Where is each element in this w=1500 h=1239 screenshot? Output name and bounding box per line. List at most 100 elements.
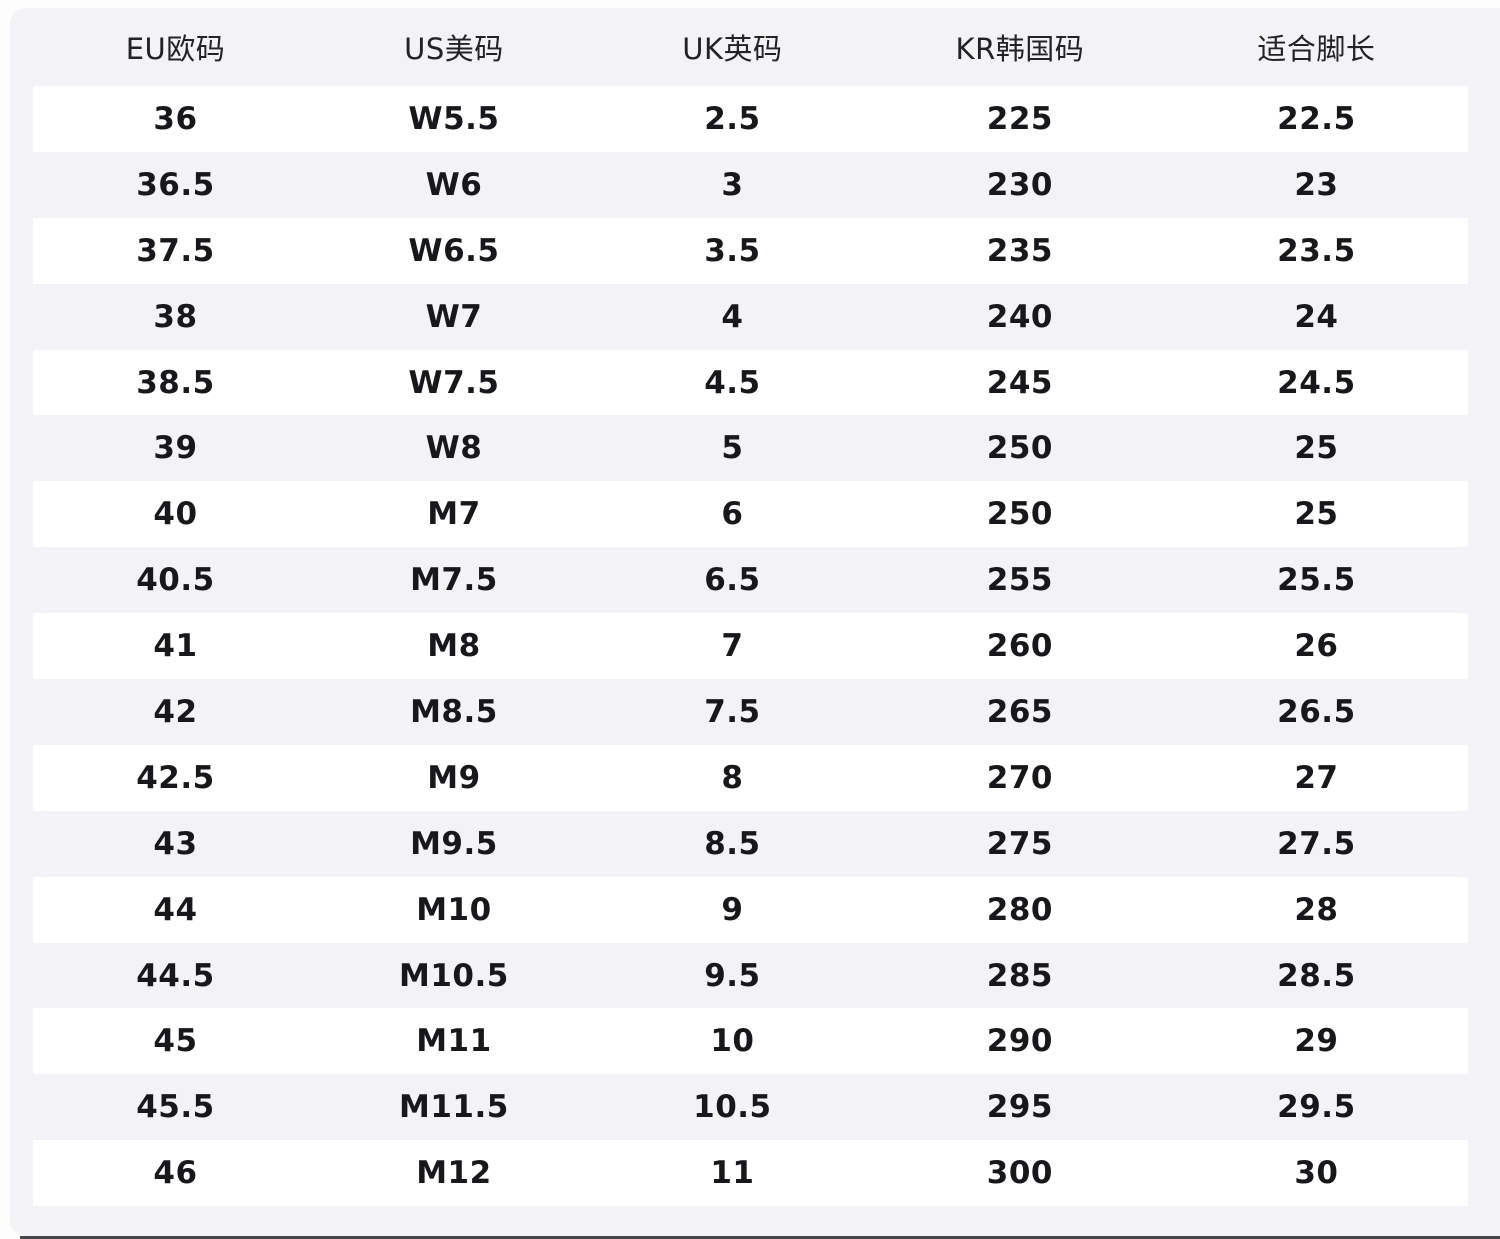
table-cell: M10.5: [399, 957, 509, 994]
table-cell: 41: [153, 628, 198, 665]
table-cell: 295: [986, 1089, 1053, 1126]
table-cell: 25: [1294, 496, 1339, 533]
table-cell: 255: [986, 562, 1053, 599]
table-cell: 300: [986, 1155, 1053, 1192]
table-row: 43 M9.5 8.5 275 27.5: [33, 811, 1468, 877]
table-cell: 265: [986, 693, 1053, 730]
table-cell: 36.5: [136, 166, 215, 203]
table-cell: 9: [721, 891, 744, 928]
table-row: 40 M7 6 250 25: [33, 481, 1468, 548]
column-header-kr: KR韩国码: [955, 32, 1085, 66]
table-cell: 42.5: [136, 759, 215, 796]
table-row: 36.5 W6 3 230 23: [33, 152, 1468, 218]
table-cell: 40.5: [136, 562, 215, 599]
table-cell: 25.5: [1277, 562, 1356, 599]
bottom-edge-bar: [20, 1236, 1500, 1239]
table-cell: 24: [1294, 298, 1339, 335]
table-cell: 26.5: [1277, 693, 1356, 730]
table-cell: 8: [721, 759, 744, 796]
table-row: 39 W8 5 250 25: [33, 415, 1468, 481]
table-row: 45 M11 10 290 29: [33, 1008, 1468, 1075]
table-cell: 45: [153, 1023, 198, 1060]
table-cell: 290: [986, 1023, 1053, 1060]
table-cell: 10: [710, 1023, 755, 1060]
column-header-foot-length: 适合脚长: [1257, 32, 1376, 66]
column-header-us: US美码: [404, 32, 504, 66]
table-cell: M9: [427, 759, 481, 796]
table-row: 41 M8 7 260 26: [33, 613, 1468, 680]
table-cell: 245: [986, 364, 1053, 401]
table-cell: M10: [416, 891, 492, 928]
table-cell: 3: [721, 166, 744, 203]
table-cell: 4: [721, 298, 744, 335]
table-cell: 11: [710, 1155, 755, 1192]
table-cell: M7: [427, 496, 481, 533]
table-cell: 30: [1294, 1155, 1339, 1192]
table-row: 38 W7 4 240 24: [33, 284, 1468, 350]
table-cell: 44: [153, 891, 198, 928]
table-cell: 275: [986, 825, 1053, 862]
table-cell: 27.5: [1277, 825, 1356, 862]
table-cell: 285: [986, 957, 1053, 994]
table-cell: 10.5: [693, 1089, 772, 1126]
table-cell: 22.5: [1277, 100, 1356, 137]
table-cell: 4.5: [704, 364, 761, 401]
table-cell: 23: [1294, 166, 1339, 203]
table-cell: 36: [153, 100, 198, 137]
table-cell: 250: [986, 430, 1053, 467]
table-cell: W7: [425, 298, 483, 335]
table-cell: 38.5: [136, 364, 215, 401]
table-cell: 46: [153, 1155, 198, 1192]
table-row: 44.5 M10.5 9.5 285 28.5: [33, 943, 1468, 1009]
table-row: 38.5 W7.5 4.5 245 24.5: [33, 349, 1468, 416]
table-cell: 250: [986, 496, 1053, 533]
table-cell: 3.5: [704, 232, 761, 269]
table-cell: W6.5: [408, 232, 500, 269]
table-row: 37.5 W6.5 3.5 235 23.5: [33, 217, 1468, 284]
table-cell: 38: [153, 298, 198, 335]
table-row: 44 M10 9 280 28: [33, 876, 1468, 943]
table-row: 42.5 M9 8 270 27: [33, 744, 1468, 811]
table-cell: M11: [416, 1023, 492, 1060]
table-row: 42 M8.5 7.5 265 26.5: [33, 679, 1468, 745]
table-cell: 29.5: [1277, 1089, 1356, 1126]
table-cell: 26: [1294, 628, 1339, 665]
table-cell: M11.5: [399, 1089, 509, 1126]
table-cell: 9.5: [704, 957, 761, 994]
table-cell: 8.5: [704, 825, 761, 862]
table-row: 40.5 M7.5 6.5 255 25.5: [33, 547, 1468, 613]
table-cell: 29: [1294, 1023, 1339, 1060]
table-cell: 7.5: [704, 693, 761, 730]
table-cell: 45.5: [136, 1089, 215, 1126]
table-cell: M12: [416, 1155, 492, 1192]
column-header-uk: UK英码: [682, 32, 783, 66]
table-cell: 280: [986, 891, 1053, 928]
table-cell: 5: [721, 430, 744, 467]
table-cell: W5.5: [408, 100, 500, 137]
table-cell: 37.5: [136, 232, 215, 269]
table-cell: 230: [986, 166, 1053, 203]
table-cell: M7.5: [410, 562, 498, 599]
size-chart-panel: EU欧码 US美码 UK英码 KR韩国码 适合脚长 36 W5.5 2.5 225 22…: [10, 8, 1500, 1236]
table-cell: 27: [1294, 759, 1339, 796]
table-cell: 28: [1294, 891, 1339, 928]
table-cell: 28.5: [1277, 957, 1356, 994]
table-cell: 260: [986, 628, 1053, 665]
table-cell: 25: [1294, 430, 1339, 467]
table-cell: 43: [153, 825, 198, 862]
table-cell: 6: [721, 496, 744, 533]
table-cell: 270: [986, 759, 1053, 796]
table-cell: 23.5: [1277, 232, 1356, 269]
table-body: 36 W5.5 2.5 225 22.5 36.5 W6 3 230 23 37.5 W6.5 3.5 2…: [10, 86, 1500, 1207]
table-cell: 24.5: [1277, 364, 1356, 401]
table-cell: 40: [153, 496, 198, 533]
table-cell: 42: [153, 693, 198, 730]
table-cell: M8.5: [410, 693, 498, 730]
table-cell: W7.5: [408, 364, 500, 401]
table-cell: 6.5: [704, 562, 761, 599]
table-cell: M9.5: [410, 825, 498, 862]
table-cell: 2.5: [704, 100, 761, 137]
table-cell: W6: [425, 166, 483, 203]
table-cell: 7: [721, 628, 744, 665]
